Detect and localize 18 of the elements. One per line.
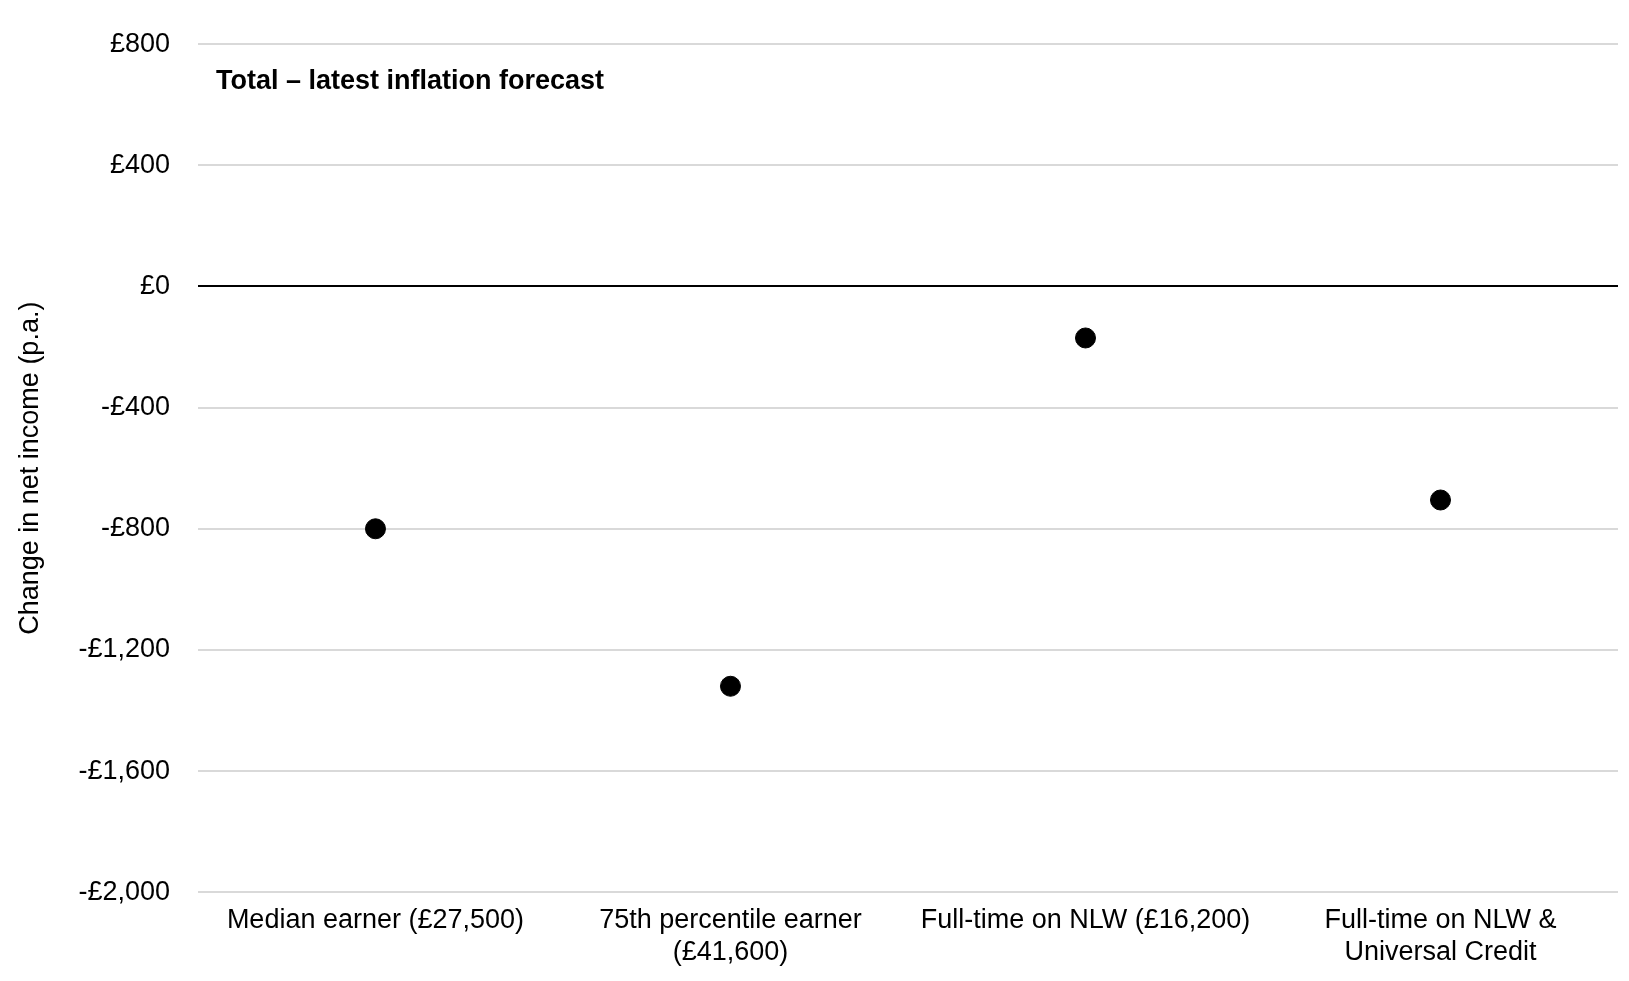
point (719, 675, 741, 697)
x-tick-label: 75th percentile earner (£41,600) (599, 903, 862, 967)
y-tick-label: -£400 (100, 391, 170, 422)
y-tick-label: £0 (139, 269, 170, 300)
y-tick-label: -£1,200 (78, 633, 170, 664)
x-tick-label: Median earner (£27,500) (226, 903, 525, 934)
y-tick-label: -£800 (100, 512, 170, 543)
point (1430, 489, 1451, 511)
y-tick-label: £800 (109, 27, 170, 58)
y-tick-label: -£1,600 (78, 754, 170, 785)
point (1074, 327, 1096, 349)
text: Total – latest inflation forecast (215, 64, 605, 95)
y-tick-label: -£2,000 (78, 875, 170, 906)
x-tick-label: Full-time on NLW (£16,200) (920, 903, 1251, 934)
x-tick-label: Full-time on NLW & Universal Credit (1324, 903, 1557, 967)
y-axis-title: Change in net income (p.a.) (13, 301, 44, 635)
point (364, 518, 386, 540)
y-tick-label: £400 (109, 148, 170, 179)
